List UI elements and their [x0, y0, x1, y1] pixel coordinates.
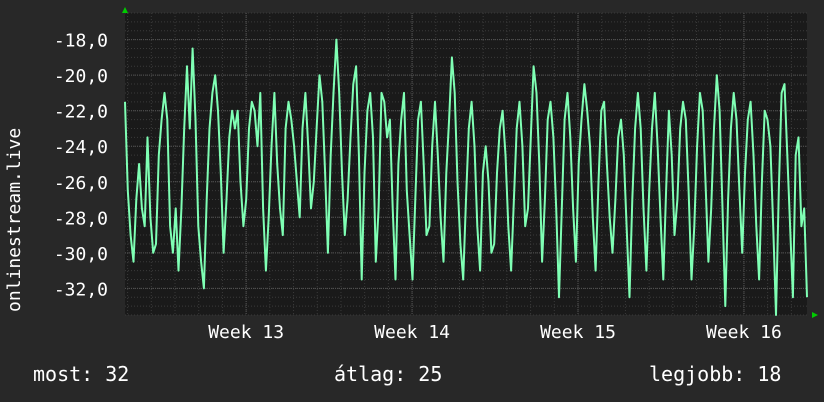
x-tick-label: Week 14	[374, 322, 450, 343]
y-tick-label: -30,0	[54, 244, 108, 265]
plot-area	[125, 13, 807, 315]
y-tick-label: -24,0	[54, 137, 108, 158]
y-tick-label: -32,0	[54, 279, 108, 300]
y-tick-label: -26,0	[54, 173, 108, 194]
series-line	[124, 38, 808, 316]
y-axis-label: onlinestream.live	[4, 127, 25, 312]
x-axis-arrow	[812, 312, 818, 318]
y-tick-label: -22,0	[54, 102, 108, 123]
x-tick-label: Week 16	[706, 322, 782, 343]
y-axis-arrow	[122, 7, 128, 13]
y-tick-labels: -18,0 -20,0 -22,0 -24,0 -26,0 -28,0 -30,0 -32,0	[54, 31, 108, 301]
y-tick-label: -28,0	[54, 208, 108, 229]
x-tick-label: Week 13	[208, 322, 284, 343]
legend-best: legjobb: 18	[649, 362, 782, 386]
axis-arrows	[122, 7, 818, 318]
x-tick-label: Week 15	[540, 322, 616, 343]
legend-current: most: 32	[33, 362, 130, 386]
legend-average: átlag: 25	[334, 362, 443, 386]
x-tick-labels: Week 13 Week 14 Week 15 Week 16	[208, 322, 782, 343]
y-tick-label: -18,0	[54, 31, 108, 52]
y-tick-label: -20,0	[54, 66, 108, 87]
